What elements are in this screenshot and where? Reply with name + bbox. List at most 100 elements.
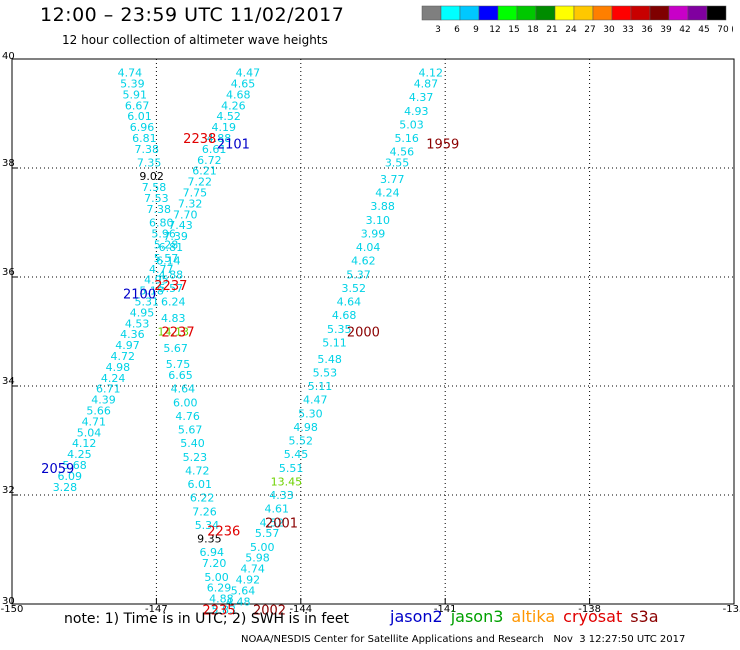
- swh-value-label: 5.23: [183, 451, 208, 464]
- swh-value-label: 4.72: [110, 350, 135, 363]
- swh-value-label: 5.28: [154, 238, 179, 251]
- plot-frame: [11, 58, 735, 605]
- swh-value-label: 4.04: [356, 241, 381, 254]
- footer-credit: NOAA/NESDIS Center for Satellite Applica…: [241, 634, 686, 645]
- swh-value-label: 3.55: [385, 157, 410, 170]
- swh-value-label: 4.37: [409, 91, 434, 104]
- pass-time-label: 2237: [162, 326, 195, 341]
- swh-value-label: 5.91: [122, 88, 147, 101]
- swh-value-label: 6.80: [149, 217, 174, 230]
- swh-value-label: 7.38: [135, 143, 160, 156]
- swh-value-label: 4.19: [212, 121, 237, 134]
- swh-value-label: 5.35: [327, 323, 352, 336]
- swh-value-label: 4.83: [161, 312, 186, 325]
- swh-value-label: 5.45: [284, 448, 309, 461]
- swh-value-label: 4.47: [236, 67, 261, 80]
- swh-value-label: 4.52: [216, 110, 241, 123]
- swh-value-label: 5.11: [308, 380, 333, 393]
- swh-value-label: 4.95: [144, 274, 169, 287]
- swh-value-label: 7.32: [178, 197, 203, 210]
- colorbar-tick-label: 6: [454, 25, 460, 35]
- colorbar-swatch: [706, 5, 727, 21]
- swh-value-label: 4.56: [390, 146, 415, 159]
- x-tick-label: -138: [578, 604, 601, 615]
- colorbar-unit-label: (ft): [731, 25, 733, 35]
- swh-value-label: 5.57: [159, 282, 184, 295]
- mission-label-jason3: jason3: [450, 607, 504, 626]
- swh-value-label: 6.71: [96, 383, 121, 396]
- swh-value-label: 6.72: [197, 154, 222, 167]
- mission-label-cryosat: cryosat: [563, 607, 623, 626]
- swh-value-label: 7.26: [192, 505, 217, 518]
- swh-value-label: 4.26: [221, 99, 246, 112]
- swh-value-label: 5.83: [212, 603, 237, 616]
- swh-value-label: 7.22: [187, 176, 212, 189]
- swh-value-label: 3.10: [366, 214, 391, 227]
- swh-value-label: 6.96: [130, 121, 155, 134]
- swh-value-label: 7.38: [147, 203, 172, 216]
- swh-value-label: 5.57: [255, 527, 280, 540]
- swh-value-label: 5.51: [279, 462, 304, 475]
- swh-value-label: 4.72: [185, 464, 210, 477]
- swh-value-label: 6.01: [127, 110, 152, 123]
- swh-value-label: 5.37: [346, 268, 371, 281]
- swh-value-label: 6.81: [132, 132, 157, 145]
- colorbar-tick-label: 18: [527, 25, 539, 35]
- swh-value-label: 3.77: [380, 173, 405, 186]
- x-tick-label: -147: [145, 604, 168, 615]
- swh-value-label: 5.00: [204, 571, 229, 584]
- y-tick-label: 30: [2, 596, 15, 607]
- swh-value-label: 4.68: [226, 88, 251, 101]
- swh-value-label: 5.16: [394, 132, 419, 145]
- swh-value-label: 4.47: [303, 394, 328, 407]
- swh-value-label: 4.12: [419, 67, 444, 80]
- y-tick-label: 36: [2, 267, 15, 278]
- swh-value-label: 4.98: [293, 421, 318, 434]
- swh-value-label: 3.99: [361, 227, 386, 240]
- colorbar-tick-label: 27: [584, 25, 595, 35]
- swh-value-label: 4.24: [375, 187, 400, 200]
- swh-value-label: 7.35: [137, 157, 162, 170]
- swh-value-label: 9.02: [139, 170, 164, 183]
- swh-value-label: 6.94: [200, 546, 225, 559]
- swh-value-label: 6.22: [190, 492, 215, 505]
- swh-value-label: 5.67: [178, 424, 203, 437]
- swh-value-label: 6.09: [58, 470, 83, 483]
- pass-time-label: 2237: [154, 279, 187, 294]
- swh-value-label: 4.62: [351, 255, 376, 268]
- swh-value-label: 5.04: [77, 426, 102, 439]
- swh-value-label: 7.20: [202, 557, 227, 570]
- x-tick-label: -141: [434, 604, 457, 615]
- swh-value-label: 7.75: [183, 187, 208, 200]
- swh-value-label: 4.25: [67, 448, 92, 461]
- x-tick-label: -150: [1, 604, 24, 615]
- swh-value-label: 5.34: [195, 519, 220, 532]
- swh-value-label: 7.70: [173, 208, 198, 221]
- swh-value-label: 4.61: [264, 503, 289, 516]
- mission-label-altika: altika: [511, 607, 556, 626]
- colorbar-tick-label: 45: [698, 25, 709, 35]
- swh-value-label: 6.61: [202, 143, 227, 156]
- swh-value-label: 5.52: [289, 435, 314, 448]
- swh-value-label: 4.53: [125, 317, 150, 330]
- footer-note: note: 1) Time is in UTC; 2) SWH is in fe…: [64, 611, 350, 627]
- pass-time-label: 2238: [183, 132, 216, 147]
- swh-value-label: 7.43: [168, 219, 193, 232]
- swh-value-label: 5.98: [245, 552, 270, 565]
- y-tick-label: 34: [2, 376, 15, 387]
- swh-value-label: 5.96: [151, 227, 176, 240]
- swh-value-label: 4.74: [118, 67, 143, 80]
- swh-value-label: 6.14: [156, 255, 181, 268]
- colorbar-tick-label: 15: [508, 25, 519, 35]
- swh-value-label: 4.87: [414, 78, 439, 91]
- swh-value-label: 7.58: [142, 181, 167, 194]
- swh-value-label: 3.52: [341, 282, 366, 295]
- swh-value-label: 5.30: [298, 407, 323, 420]
- page-title: 12:00 – 23:59 UTC 11/02/2017: [40, 4, 345, 26]
- swh-value-label: 5.57: [154, 252, 179, 265]
- swh-value-label: 4.93: [404, 105, 429, 118]
- swh-value-label: 6.65: [168, 369, 193, 382]
- swh-value-label: 5.68: [62, 459, 87, 472]
- swh-value-label: 4.74: [240, 563, 265, 576]
